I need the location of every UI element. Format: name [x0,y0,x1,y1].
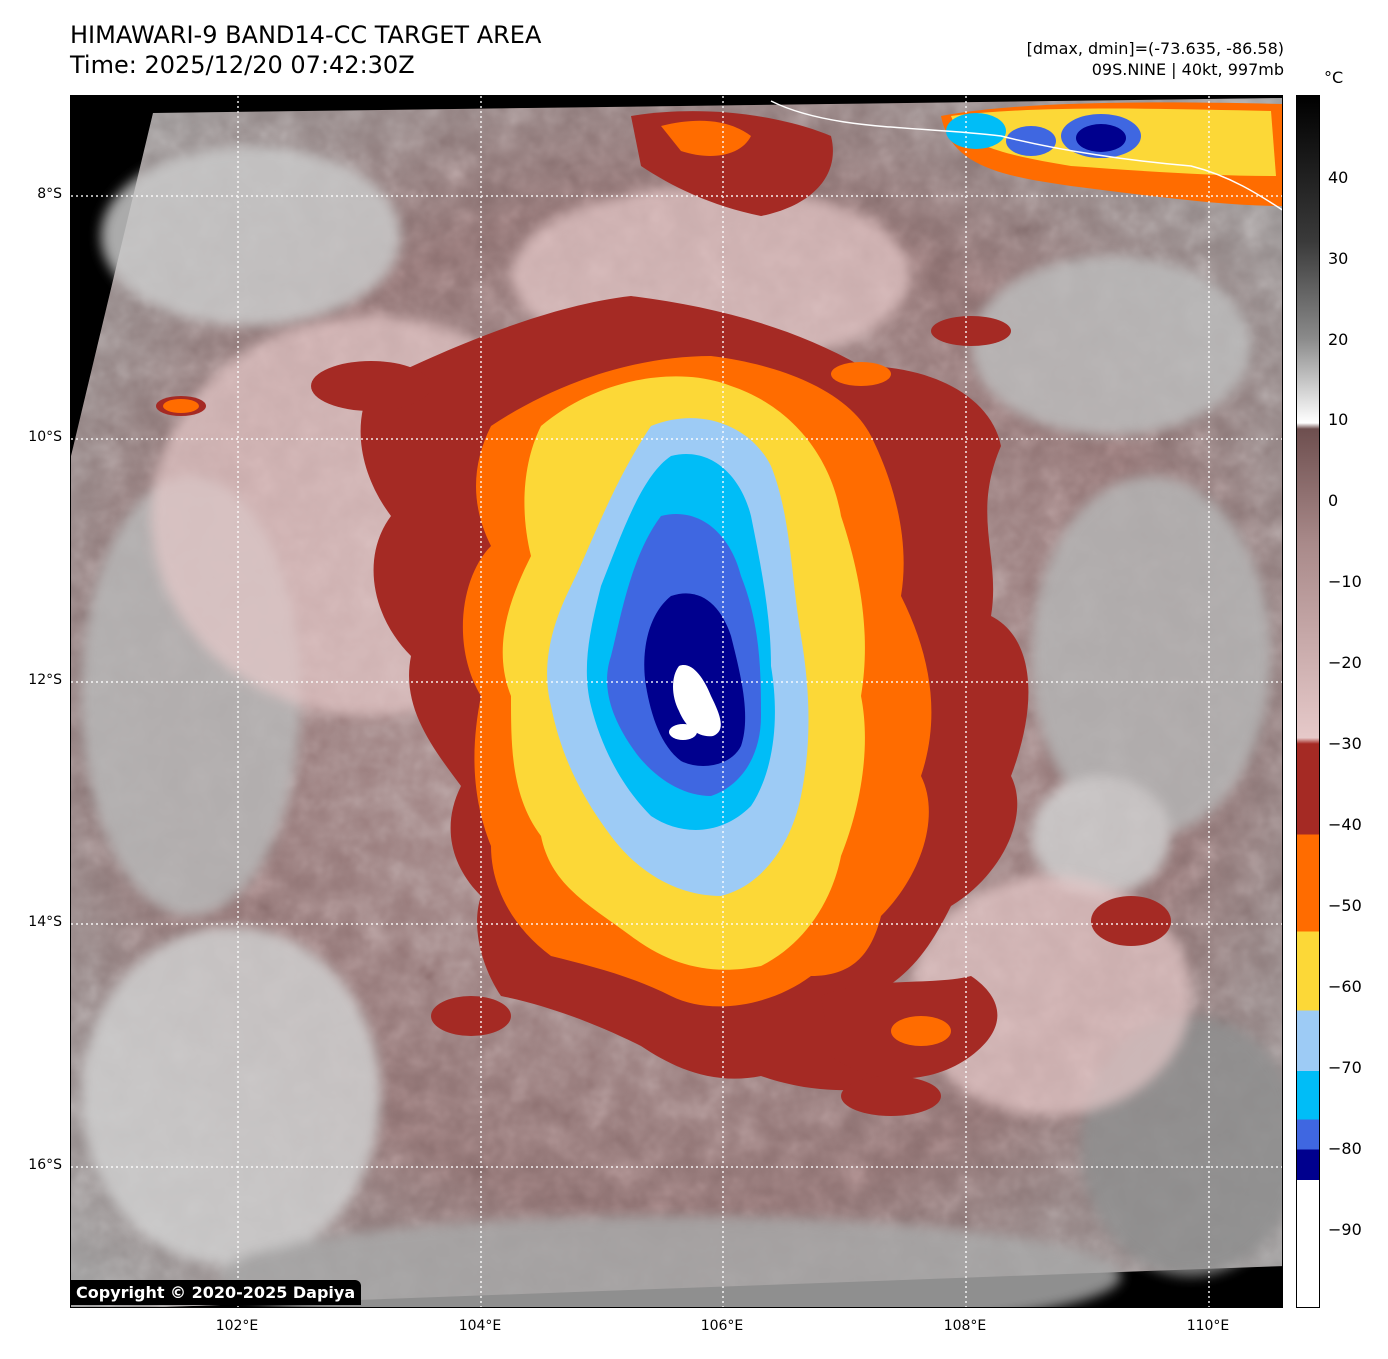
low-cloud-patches [81,146,1282,1307]
title-line-1: HIMAWARI-9 BAND14-CC TARGET AREA [70,21,542,49]
colorbar-tick-label: −80 [1328,1139,1362,1158]
lat-label-10s: 10°S [28,429,62,445]
title-line-2: Time: 2025/12/20 07:42:30Z [70,51,415,79]
colorbar-tick-label: −10 [1328,572,1362,591]
colorbar-tick-label: −70 [1328,1058,1362,1077]
colorbar-tick-label: −40 [1328,815,1362,834]
storm-name-text: 09S.NINE | 40kt, 997mb [1091,60,1284,79]
colorbar-unit: °C [1324,68,1344,87]
lon-label-108e: 108°E [943,1318,987,1334]
colorbar-tick-label: 20 [1328,330,1349,349]
lat-label-14s: 14°S [28,914,62,930]
lon-label-106e: 106°E [700,1318,744,1334]
map-title: HIMAWARI-9 BAND14-CC TARGET AREA Time: 2… [70,20,541,80]
colorbar-tick-label: 30 [1328,249,1349,268]
cloud-top-white-small [669,724,697,740]
satellite-image-panel [70,95,1283,1308]
cloud-top-white-core [673,665,721,737]
lon-label-102e: 102°E [215,1318,259,1334]
colorbar-tick-label: 0 [1328,491,1339,510]
lon-label-110e: 110°E [1186,1318,1230,1334]
lon-label-104e: 104°E [458,1318,502,1334]
outer-rain-bands [156,316,1171,1116]
lat-label-12s: 12°S [28,672,62,688]
colorbar [1296,95,1320,1308]
dmax-dmin-text: [dmax, dmin]=(-73.635, -86.58) [1026,39,1284,58]
graticule [71,96,1282,1307]
lat-label-8s: 8°S [37,186,62,202]
storm-info: [dmax, dmin]=(-73.635, -86.58) 09S.NINE … [1027,38,1284,80]
colorbar-tick-label: −30 [1328,734,1362,753]
colorbar-tick-label: −60 [1328,977,1362,996]
outer-orange-spots [163,362,951,1046]
lat-label-16s: 16°S [28,1157,62,1173]
colorbar-tick-label: −20 [1328,653,1362,672]
colorbar-tick-label: 10 [1328,410,1349,429]
colorbar-tick-label: 40 [1328,168,1349,187]
colorbar-tick-label: −90 [1328,1220,1362,1239]
colorbar-tick-label: −50 [1328,896,1362,915]
copyright-notice: Copyright © 2020-2025 Dapiya [70,1280,362,1305]
storm-cloud-tops [360,296,1029,1091]
northeast-convection [631,100,1282,216]
satellite-image [71,96,1282,1307]
